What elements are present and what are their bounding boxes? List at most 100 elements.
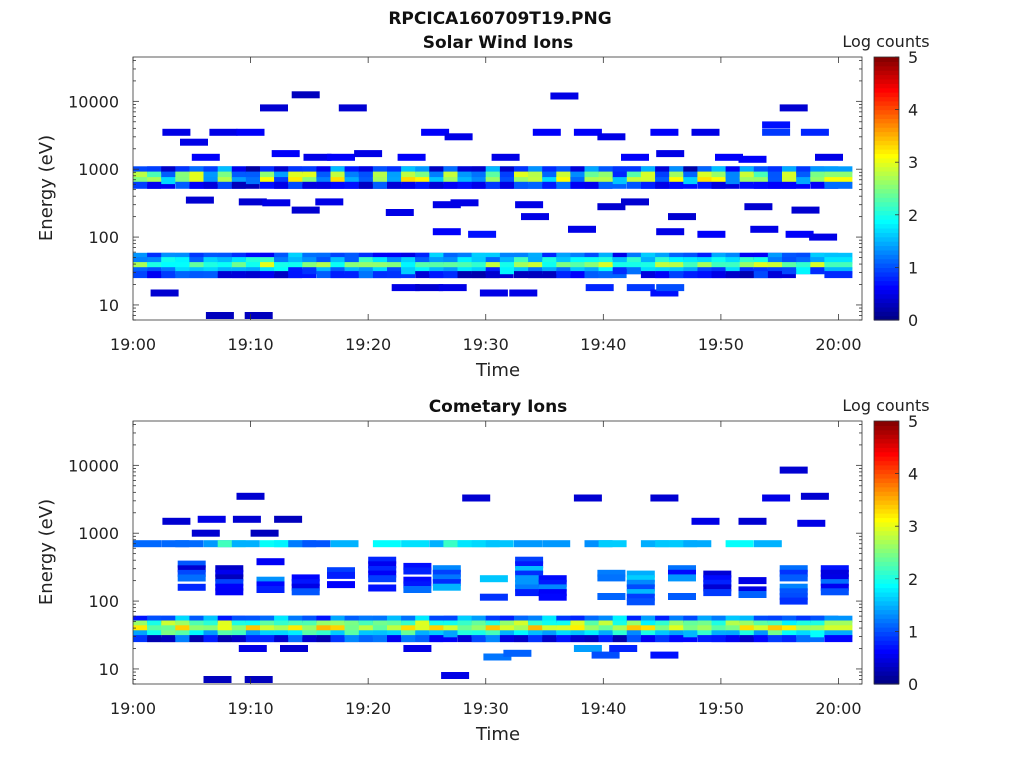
spectrogram-cell [217, 181, 246, 189]
spectrogram-cell [824, 267, 853, 275]
spectrogram-cell [626, 584, 655, 592]
spectrogram-cell [697, 615, 726, 623]
spectrogram-cell [683, 262, 712, 270]
spectrogram-point [738, 155, 767, 163]
spectrogram-cell [738, 586, 767, 594]
colorbar-segment [874, 74, 899, 80]
spectrogram-cell [302, 625, 331, 633]
spectrogram-cell [598, 181, 627, 189]
spectrogram-cell [316, 262, 345, 270]
spectrogram-cell [471, 177, 500, 185]
spectrogram-cell [810, 615, 839, 623]
colorbar-segment [874, 486, 899, 492]
spectrogram-cell [598, 615, 627, 623]
spectrogram-point [521, 213, 549, 221]
spectrogram-cell [668, 593, 696, 600]
spectrogram-cell [189, 620, 218, 628]
spectrogram-cell [782, 177, 810, 185]
spectrogram-cell [753, 271, 782, 279]
spectrogram-cell [302, 181, 331, 189]
spectrogram-cell [327, 567, 355, 575]
spectrogram-cell [189, 635, 218, 643]
spectrogram-cell [147, 252, 176, 260]
spectrogram-cell [782, 262, 810, 270]
colorbar-segment [874, 87, 899, 93]
colorbar-segment [874, 495, 899, 501]
spectrogram-cell [175, 620, 204, 628]
spectrogram-cell [147, 615, 176, 623]
spectrogram-cell [471, 181, 500, 189]
spectrogram-cell [725, 257, 754, 265]
spectrogram-cell [327, 571, 355, 579]
spectrogram-cell [274, 630, 303, 638]
spectrogram-cell [640, 181, 669, 189]
spectrogram-cell [598, 257, 627, 265]
spectrogram-cell [640, 166, 669, 174]
colorbar-segment [874, 113, 899, 119]
spectrogram-cell [344, 625, 373, 633]
spectrogram-cell [245, 267, 274, 275]
spectrogram-cell [514, 257, 542, 265]
spectrogram-cell [796, 252, 825, 260]
spectrogram-cell [515, 570, 544, 578]
x-tick-label: 19:30 [463, 699, 509, 718]
colorbar-segment [874, 670, 899, 676]
spectrogram-cell [640, 257, 669, 265]
spectrogram-cell [245, 166, 274, 174]
spectrogram-cell [767, 181, 796, 189]
spectrogram-point [779, 104, 808, 112]
spectrogram-cell [203, 177, 232, 185]
spectrogram-cell [515, 575, 544, 583]
spectrogram-cell [177, 569, 206, 577]
spectrogram-cell [598, 540, 627, 548]
spectrogram-cell [782, 181, 810, 189]
spectrogram-cell [584, 625, 613, 633]
x-tick-label: 19:40 [580, 699, 626, 718]
spectrogram-cell [245, 615, 274, 623]
spectrogram-cell [779, 588, 808, 596]
spectrogram-cell [358, 271, 387, 279]
spectrogram-point [468, 230, 497, 238]
spectrogram-cell [344, 620, 373, 628]
spectrogram-cell [626, 575, 655, 583]
spectrogram-cell [387, 625, 415, 633]
spectrogram-cell [711, 181, 740, 189]
spectrogram-cell [542, 635, 571, 643]
spectrogram-point [162, 128, 191, 136]
spectrogram-cell [203, 252, 232, 260]
spectrogram-cell [217, 267, 246, 275]
spectrogram-cell [256, 586, 285, 593]
spectrogram-cell [542, 166, 571, 174]
spectrogram-cell [344, 262, 373, 270]
spectrogram-cell [556, 171, 585, 179]
colorbar-segment [874, 526, 899, 532]
spectrogram-cell [231, 166, 260, 174]
spectrogram-cell [471, 271, 500, 279]
spectrogram-cell [655, 267, 684, 275]
spectrogram-cell [598, 625, 627, 633]
spectrogram-cell [655, 620, 684, 628]
spectrogram-cell [189, 252, 218, 260]
spectrogram-cell [767, 630, 796, 638]
spectrogram-cell [542, 257, 571, 265]
colorbar-segment [874, 289, 899, 295]
colorbar-segment [874, 214, 899, 220]
spectrogram-cell [245, 252, 274, 260]
spectrogram-cell [753, 177, 782, 185]
spectrogram-cell [175, 635, 204, 643]
spectrogram-cell [782, 267, 810, 275]
spectrogram-cell [570, 252, 599, 260]
spectrogram-cell [598, 271, 627, 279]
spectrogram-cell [403, 581, 432, 589]
spectrogram-cell [703, 579, 732, 587]
spectrogram-cell [189, 271, 218, 279]
spectrogram-cell [189, 171, 218, 179]
colorbar: 0 1 2 3 4 5 [873, 48, 918, 330]
colorbar-segment [874, 447, 899, 453]
spectrogram-cell [514, 625, 542, 633]
spectrogram-cell [344, 271, 373, 279]
colorbar-label: Log counts [842, 396, 929, 415]
spectrogram-cell [245, 271, 274, 279]
x-tick-label: 19:00 [110, 335, 156, 354]
x-tick-label: 19:50 [698, 699, 744, 718]
